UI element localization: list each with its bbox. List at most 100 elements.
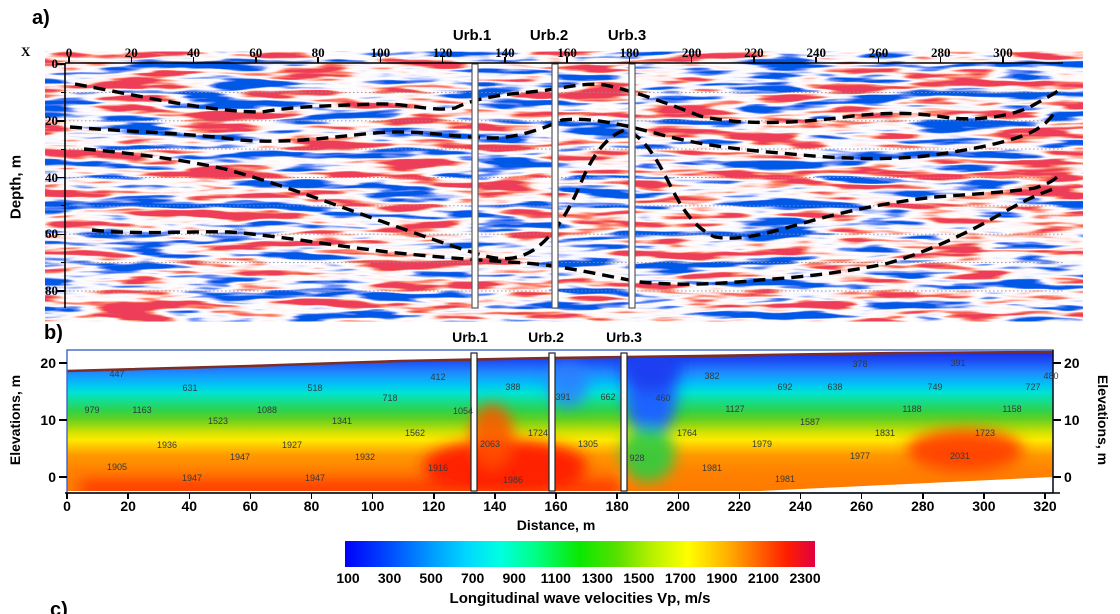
panel-b-left-y-tick-label: 10	[40, 412, 56, 428]
velocity-sample-label: 1981	[701, 463, 723, 473]
panel-a-x-tick-label: 0	[65, 45, 73, 60]
panel-a-x-tick-label: 300	[993, 45, 1013, 60]
velocity-sample-label: 1305	[577, 439, 599, 449]
velocity-sample-label: 1947	[304, 473, 326, 483]
borehole-label-urb1-b: Urb.1	[452, 329, 488, 345]
panel-a-x-tick	[441, 57, 444, 63]
panel-b-left-y-tick	[59, 476, 67, 478]
panel-a-y-tick	[57, 176, 65, 179]
colorbar-tick-label: 900	[502, 570, 526, 586]
panel-a-x-tick-label: 240	[806, 45, 826, 60]
colorbar-tick-label: 1900	[706, 570, 738, 586]
velocity-sample-label: 447	[109, 369, 125, 379]
panel-a-y-minortick	[61, 262, 65, 264]
velocity-sample-label: 1764	[676, 428, 698, 438]
panel-b-x-tick-label: 220	[727, 498, 752, 514]
velocity-sample-label: 1932	[354, 452, 376, 462]
panel-b-right-y-tick-label: 10	[1064, 412, 1080, 428]
panel-b-x-tick	[1044, 493, 1046, 499]
velocity-sample-label: 1724	[527, 428, 549, 438]
velocity-sample-label: 1054	[452, 406, 474, 416]
colorbar-tick-label: 1700	[664, 570, 696, 586]
panel-b-label: b)	[44, 322, 63, 344]
panel-b-x-tick	[127, 493, 129, 499]
panel-a-y-tick	[57, 120, 65, 122]
panel-a-x-tick	[317, 57, 319, 63]
panel-b-x-tick	[188, 493, 190, 499]
velocity-sample-label: 1979	[751, 439, 773, 449]
velocity-sample-label: 638	[827, 382, 843, 392]
panel-b-x-tick	[433, 493, 435, 499]
panel-b-x-tick-label: 240	[788, 498, 813, 514]
panel-b-x-tick-label: 200	[666, 498, 690, 514]
panel-a-seismic	[64, 62, 1063, 309]
panel-a-x-tick	[690, 57, 693, 63]
horizon-1	[74, 82, 1059, 125]
velocity-sample-label: 518	[307, 383, 323, 393]
panel-a-x-tick	[192, 57, 195, 63]
panel-b-x-tick-label: 180	[605, 498, 629, 514]
velocity-sample-label: 1341	[331, 416, 353, 426]
panel-b-x-tick	[371, 493, 374, 499]
panel-a-x-tick-label: 280	[930, 45, 951, 60]
velocity-sample-label: 1088	[256, 405, 278, 415]
velocity-sample-label: 979	[84, 405, 100, 415]
panel-a-x-tick	[566, 57, 568, 63]
borehole-label-urb2-b: Urb.2	[528, 329, 564, 345]
colorbar-tick-label: 100	[336, 570, 360, 586]
colorbar-tick-label: 2300	[789, 570, 821, 586]
horizon-3	[83, 128, 1059, 261]
velocity-sample-label: 1562	[404, 428, 426, 438]
velocity-sample-label: 692	[777, 382, 793, 392]
panel-b-x-tick	[738, 493, 741, 499]
colorbar-tick-label: 500	[419, 570, 443, 586]
panel-b-x-tick	[983, 493, 985, 499]
panel-b-x-tick-label: 320	[1033, 498, 1057, 514]
panel-b-left-y-tick	[59, 362, 67, 364]
velocity-sample-label: 460	[655, 393, 671, 403]
panel-b-x-tick	[922, 493, 924, 499]
panel-b-x-tick-label: 100	[360, 498, 385, 514]
panel-a-x-tick-label: 140	[495, 45, 515, 60]
panel-b-x-tick-label: 120	[422, 498, 446, 514]
panel-a-x-tick-label: 260	[868, 45, 889, 60]
velocity-field	[67, 352, 1053, 491]
colorbar-tick-label: 1500	[623, 570, 655, 586]
velocity-sample-label: 1127	[725, 404, 745, 414]
panel-b-left-y-tick-label: 20	[40, 355, 56, 371]
panel-b-right-axis-title: Elevations, m	[1095, 374, 1111, 466]
velocity-sample-label: 1905	[106, 462, 128, 472]
panel-b-x-tick-label: 20	[120, 498, 136, 514]
panel-a-x-tick-label: 100	[370, 45, 391, 60]
panel-a-x-tick-label: 60	[249, 45, 263, 60]
panel-a-label: a)	[32, 7, 50, 29]
panel-a-x-tick	[815, 57, 817, 63]
colorbar-title: Longitudinal wave velocities Vp, m/s	[449, 590, 711, 607]
panel-a-y-tick	[57, 233, 65, 235]
panel-b-x-tick	[310, 493, 313, 499]
velocity-sample-label: 388	[505, 382, 521, 392]
panel-a-x-tick	[379, 57, 382, 63]
panel-a-x-tick-label: 180	[619, 45, 640, 60]
velocity-sample-label: 1523	[207, 416, 229, 426]
borehole-line-urb2-a	[551, 63, 559, 309]
interpreted-horizons	[69, 82, 1059, 286]
panel-c-label: c)	[50, 599, 68, 614]
borehole-line-urb1-b	[470, 352, 478, 492]
panel-a-y-tick-label: 0	[51, 56, 59, 71]
panel-b-x-tick-label: 300	[972, 498, 996, 514]
panel-b-right-y-tick-label: 0	[1064, 469, 1072, 485]
panel-a-x-tick	[628, 57, 631, 63]
panel-b-x-tick	[677, 493, 679, 499]
panel-b-x-tick	[799, 493, 802, 499]
velocity-sample-label: 631	[182, 383, 198, 393]
panel-b-x-tick	[555, 493, 557, 499]
panel-b-left-y-tick	[59, 419, 67, 421]
colorbar-tick-label: 700	[460, 570, 485, 586]
panel-a-y-minortick	[61, 91, 65, 93]
panel-a-x-tick-label: 40	[187, 45, 201, 60]
panel-a-x-tick	[939, 57, 942, 63]
panel-b-x-tick-label: 280	[911, 498, 935, 514]
panel-a-x-tick	[255, 57, 257, 63]
panel-a-y-tick-label: 80	[45, 283, 58, 298]
